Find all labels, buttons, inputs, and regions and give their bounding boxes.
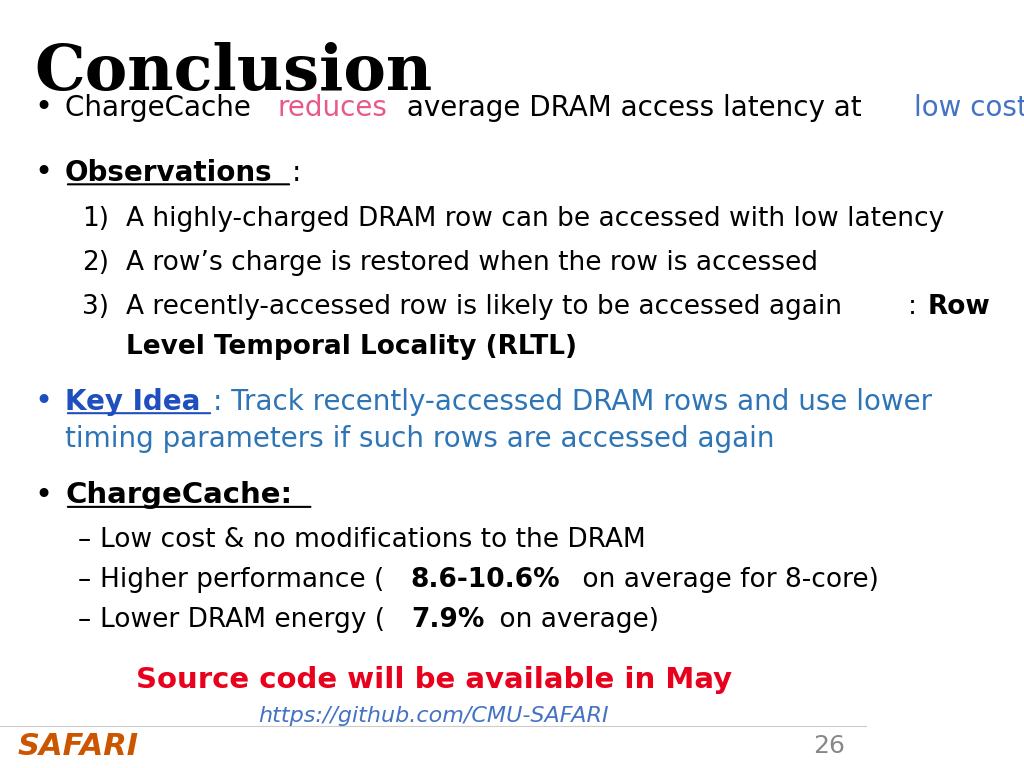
Text: Source code will be available in May: Source code will be available in May xyxy=(135,666,732,694)
Text: on average): on average) xyxy=(492,607,659,633)
Text: :: : xyxy=(908,294,926,320)
Text: –: – xyxy=(78,607,91,633)
Text: 2): 2) xyxy=(82,250,110,276)
Text: low cost: low cost xyxy=(914,94,1024,121)
Text: •: • xyxy=(35,481,53,510)
Text: –: – xyxy=(78,567,91,593)
Text: Low cost & no modifications to the DRAM: Low cost & no modifications to the DRAM xyxy=(99,527,645,553)
Text: •: • xyxy=(35,387,53,416)
Text: ChargeCache: ChargeCache xyxy=(66,94,260,121)
Text: Conclusion: Conclusion xyxy=(35,42,433,103)
Text: Level Temporal Locality (RLTL): Level Temporal Locality (RLTL) xyxy=(126,334,577,360)
Text: A row’s charge is restored when the row is accessed: A row’s charge is restored when the row … xyxy=(126,250,818,276)
Text: : Track recently-accessed DRAM rows and use lower: : Track recently-accessed DRAM rows and … xyxy=(213,388,932,415)
Text: Row: Row xyxy=(927,294,990,320)
Text: 1): 1) xyxy=(82,206,110,232)
Text: A highly-charged DRAM row can be accessed with low latency: A highly-charged DRAM row can be accesse… xyxy=(126,206,944,232)
Text: Lower DRAM energy (: Lower DRAM energy ( xyxy=(99,607,385,633)
Text: 7.9%: 7.9% xyxy=(412,607,484,633)
Text: 3): 3) xyxy=(82,294,110,320)
Text: 26: 26 xyxy=(813,734,846,759)
Text: A recently-accessed row is likely to be accessed again: A recently-accessed row is likely to be … xyxy=(126,294,842,320)
Text: Higher performance (: Higher performance ( xyxy=(99,567,384,593)
Text: 8.6-10.6%: 8.6-10.6% xyxy=(411,567,560,593)
Text: Key Idea: Key Idea xyxy=(66,388,201,415)
Text: ChargeCache:: ChargeCache: xyxy=(66,482,292,509)
Text: •: • xyxy=(35,158,53,187)
Text: https://github.com/CMU-SAFARI: https://github.com/CMU-SAFARI xyxy=(258,706,609,726)
Text: •: • xyxy=(35,93,53,122)
Text: :: : xyxy=(292,159,301,187)
Text: Observations: Observations xyxy=(66,159,272,187)
Text: –: – xyxy=(78,527,91,553)
Text: on average for 8-core): on average for 8-core) xyxy=(573,567,879,593)
Text: SAFARI: SAFARI xyxy=(17,732,138,761)
Text: reduces: reduces xyxy=(278,94,388,121)
Text: average DRAM access latency at: average DRAM access latency at xyxy=(398,94,870,121)
Text: timing parameters if such rows are accessed again: timing parameters if such rows are acces… xyxy=(66,425,774,453)
